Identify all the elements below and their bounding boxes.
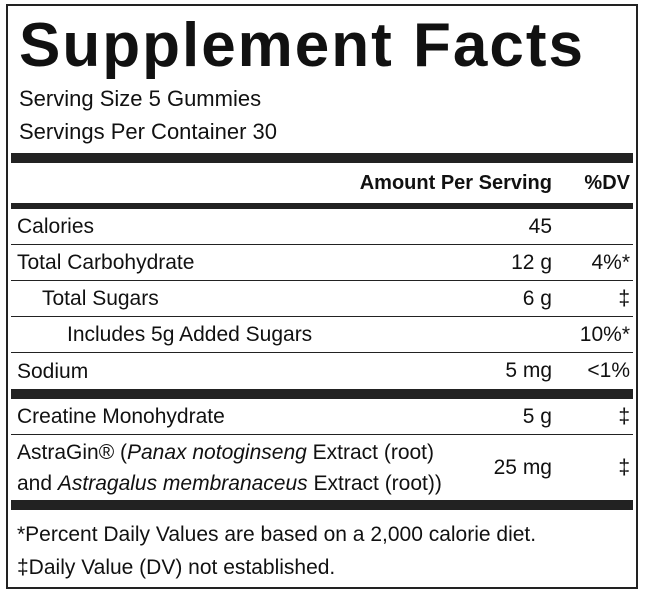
daily-value: 10%*: [579, 322, 630, 346]
name-segment: Extract (root)): [307, 471, 442, 495]
header-row: Amount Per Serving %DV: [11, 163, 633, 203]
amount: 25 mg: [493, 455, 552, 479]
amount: 12 g: [511, 250, 552, 274]
nutrient-row: Total Sugars 6 g ‡: [11, 281, 633, 317]
serving-size: Serving Size 5 Gummies: [19, 86, 262, 111]
name-segment: and: [17, 471, 58, 495]
daily-value: ‡: [618, 286, 630, 310]
servings-per-container: Servings Per Container 30: [19, 119, 278, 144]
nutrient-name: Includes 5g Added Sugars: [67, 323, 313, 346]
daily-value: ‡: [618, 455, 630, 479]
nutrient-row: Creatine Monohydrate 5 g ‡: [11, 399, 633, 435]
name-segment: Extract (root): [306, 440, 435, 464]
divider: [11, 203, 633, 209]
nutrient-row: Calories 45: [11, 209, 633, 245]
divider: [11, 153, 633, 163]
amount: 45: [528, 214, 552, 238]
nutrient-row: Includes 5g Added Sugars 10%*: [11, 317, 633, 353]
nutrient-row: Sodium 5 mg <1%: [11, 353, 633, 389]
daily-value: <1%: [587, 359, 630, 382]
divider: [11, 500, 633, 510]
nutrient-name: Creatine Monohydrate: [17, 405, 225, 428]
header-amount: Amount Per Serving: [359, 171, 552, 194]
nutrient-name: Total Carbohydrate: [17, 251, 195, 274]
footnote: ‡Daily Value (DV) not established.: [17, 556, 336, 579]
amount: 5 mg: [505, 359, 552, 382]
name-line: and Astragalus membranaceus Extract (roo…: [17, 468, 442, 499]
name-segment: Panax notoginseng: [127, 440, 307, 464]
name-segment: Astragalus membranaceus: [57, 471, 308, 495]
header-dv: %DV: [584, 171, 630, 194]
name-segment: AstraGin® (: [17, 440, 127, 464]
footnote: *Percent Daily Values are based on a 2,0…: [17, 523, 537, 546]
nutrient-name: AstraGin® (Panax notoginseng Extract (ro…: [11, 437, 442, 499]
nutrient-name: Calories: [17, 215, 95, 238]
amount: 5 g: [522, 404, 552, 428]
daily-value: ‡: [618, 404, 630, 428]
title: Supplement Facts: [19, 11, 585, 80]
amount: 6 g: [522, 286, 552, 310]
divider: [11, 389, 633, 399]
rows: Calories 45 Total Carbohydrate 12 g 4%* Total…: [11, 209, 633, 500]
nutrient-row: AstraGin® (Panax notoginseng Extract (ro…: [11, 435, 633, 500]
footnotes: *Percent Daily Values are based on a 2,0…: [11, 510, 633, 584]
nutrient-name: Total Sugars: [42, 287, 159, 310]
daily-value: 4%*: [591, 250, 630, 274]
nutrient-name: Sodium: [17, 359, 89, 383]
nutrient-row: Total Carbohydrate 12 g 4%*: [11, 245, 633, 281]
supplement-label: Supplement Facts Serving Size 5 Gummies …: [6, 4, 638, 589]
name-line: AstraGin® (Panax notoginseng Extract (ro…: [17, 437, 442, 468]
